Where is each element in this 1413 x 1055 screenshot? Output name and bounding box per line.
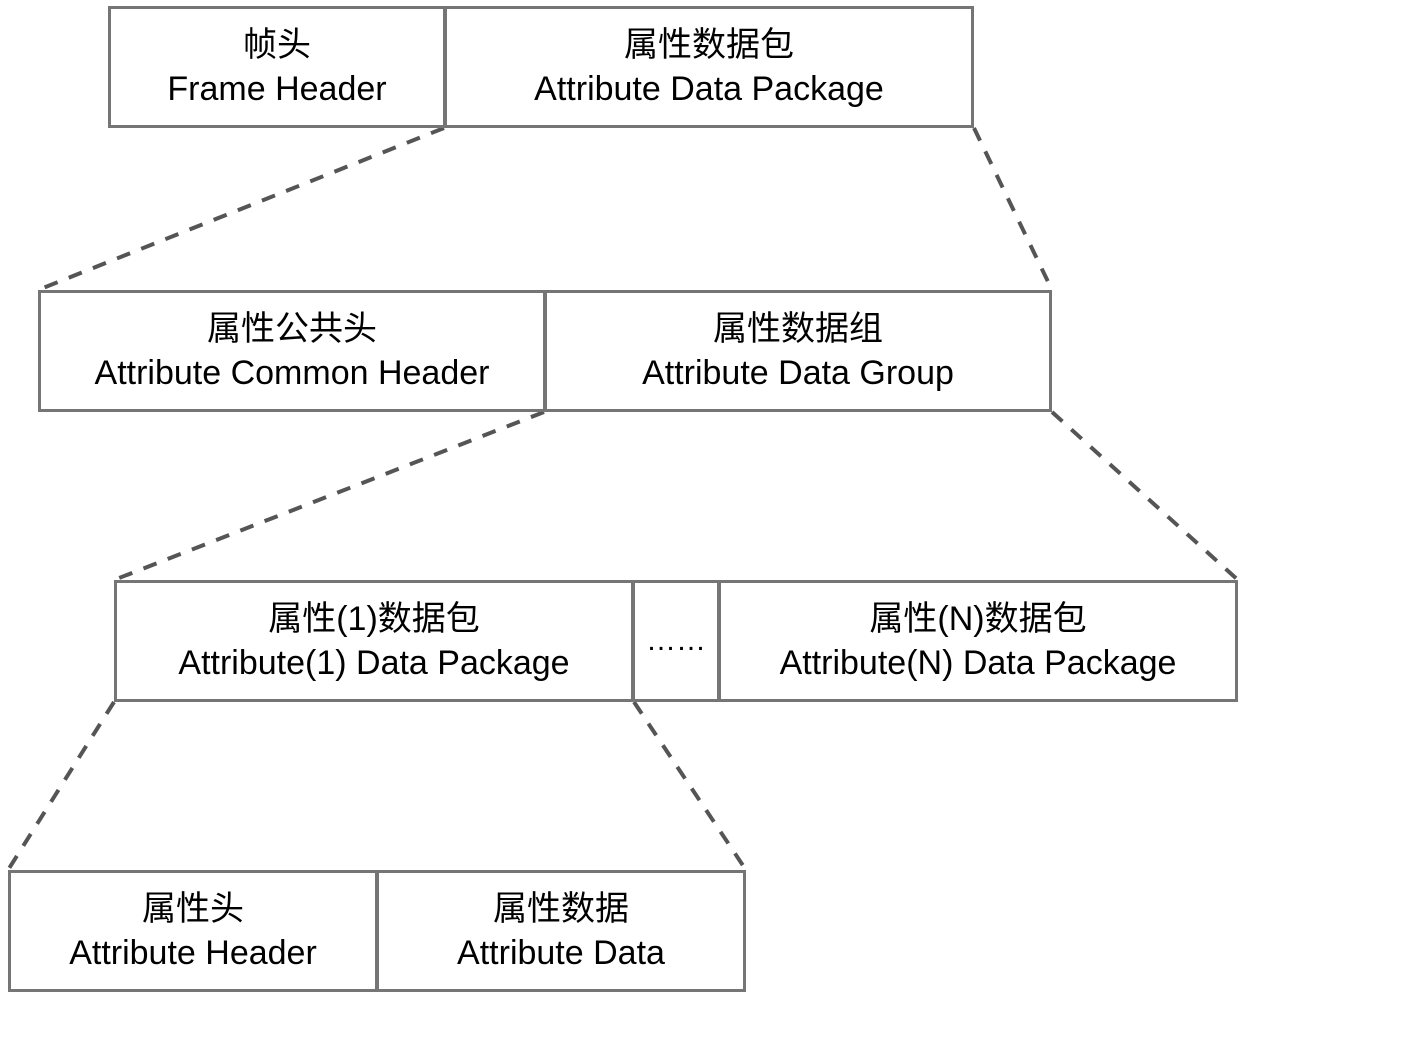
connector-edge	[634, 702, 746, 870]
diagram-node-n1: 属性数据包Attribute Data Package	[444, 6, 974, 128]
connector-edge	[1052, 412, 1238, 580]
node-label-en: Attribute Header	[69, 931, 317, 975]
connector-edge	[38, 128, 444, 290]
connector-edge	[114, 412, 544, 580]
node-label-en: Attribute Common Header	[95, 351, 490, 395]
node-label-en: Attribute Data Package	[534, 67, 884, 111]
diagram-node-n2: 属性公共头Attribute Common Header	[38, 290, 546, 412]
node-label-cn: 属性数据组	[713, 307, 883, 351]
diagram-node-n3: 属性数据组Attribute Data Group	[544, 290, 1052, 412]
node-label-cn: 属性数据	[493, 887, 629, 931]
node-label-cn: 属性头	[142, 887, 244, 931]
diagram-node-n0: 帧头Frame Header	[108, 6, 446, 128]
node-label-cn: 属性(N)数据包	[869, 597, 1086, 641]
node-label-en: Attribute Data	[457, 931, 665, 975]
node-label-cn: 属性公共头	[207, 307, 377, 351]
diagram-node-n8: 属性数据Attribute Data	[376, 870, 746, 992]
connector-edge	[974, 128, 1052, 290]
node-label-cn: 属性数据包	[624, 23, 794, 67]
diagram-node-n7: 属性头Attribute Header	[8, 870, 378, 992]
diagram-node-n4: 属性(1)数据包Attribute(1) Data Package	[114, 580, 634, 702]
diagram-node-n6: 属性(N)数据包Attribute(N) Data Package	[718, 580, 1238, 702]
diagram-node-n5: ……	[632, 580, 720, 702]
node-label-en: Attribute Data Group	[642, 351, 954, 395]
connector-edge	[8, 702, 114, 870]
node-label-en: Frame Header	[167, 67, 386, 111]
node-label-cn: 属性(1)数据包	[268, 597, 480, 641]
node-label-cn: 帧头	[243, 23, 311, 67]
node-label-cn: ……	[646, 624, 706, 658]
node-label-en: Attribute(1) Data Package	[178, 641, 569, 685]
node-label-en: Attribute(N) Data Package	[780, 641, 1177, 685]
